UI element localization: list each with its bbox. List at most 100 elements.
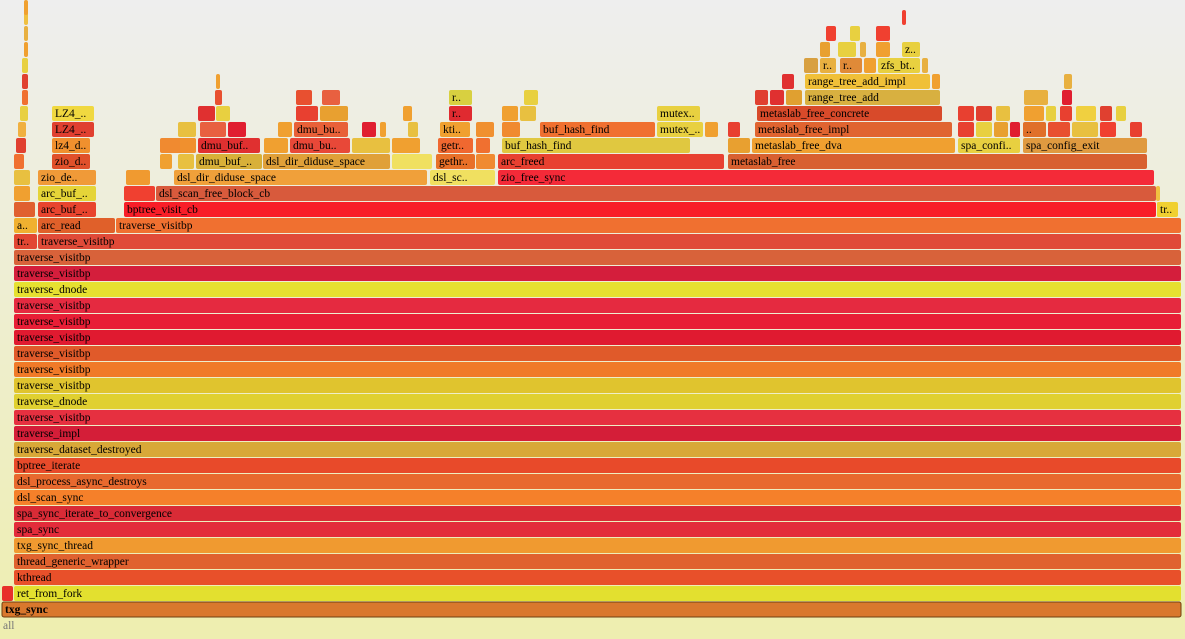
frame[interactable] bbox=[14, 522, 1181, 537]
frame[interactable] bbox=[502, 122, 520, 137]
frame[interactable] bbox=[228, 122, 246, 137]
frame[interactable] bbox=[838, 42, 856, 57]
frame[interactable] bbox=[22, 74, 28, 89]
frame[interactable] bbox=[770, 90, 784, 105]
frame[interactable] bbox=[20, 106, 28, 121]
frame[interactable] bbox=[216, 74, 220, 89]
frame[interactable] bbox=[178, 122, 196, 137]
frame[interactable] bbox=[18, 122, 26, 137]
frame[interactable] bbox=[380, 122, 386, 137]
frame[interactable] bbox=[1010, 122, 1020, 137]
frame[interactable] bbox=[264, 138, 288, 153]
frame[interactable] bbox=[1, 601, 1182, 618]
frame[interactable] bbox=[24, 26, 28, 41]
frame[interactable] bbox=[430, 170, 495, 185]
frame[interactable] bbox=[322, 90, 340, 105]
frame[interactable] bbox=[728, 138, 750, 153]
frame[interactable] bbox=[14, 538, 1181, 553]
frame[interactable] bbox=[1116, 106, 1126, 121]
frame[interactable] bbox=[24, 42, 28, 57]
frame[interactable] bbox=[657, 106, 700, 121]
frame[interactable] bbox=[449, 106, 472, 121]
frame[interactable] bbox=[38, 218, 115, 233]
frame[interactable] bbox=[14, 506, 1181, 521]
frame[interactable] bbox=[705, 122, 718, 137]
frame[interactable] bbox=[14, 474, 1181, 489]
frame[interactable] bbox=[805, 90, 940, 105]
frame[interactable] bbox=[160, 154, 172, 169]
frame[interactable] bbox=[755, 90, 768, 105]
frame[interactable] bbox=[14, 202, 35, 217]
frame[interactable] bbox=[14, 266, 1181, 281]
frame[interactable] bbox=[449, 90, 472, 105]
frame[interactable] bbox=[14, 426, 1181, 441]
frame[interactable] bbox=[1130, 122, 1142, 137]
frame[interactable] bbox=[14, 314, 1181, 329]
frame[interactable] bbox=[1062, 90, 1072, 105]
frame[interactable] bbox=[1072, 122, 1098, 137]
frame[interactable] bbox=[498, 154, 724, 169]
frame[interactable] bbox=[126, 170, 150, 185]
frame[interactable] bbox=[52, 106, 94, 121]
frame[interactable] bbox=[804, 58, 818, 73]
frame[interactable] bbox=[850, 26, 860, 41]
frame[interactable] bbox=[403, 106, 412, 121]
frame[interactable] bbox=[1064, 74, 1072, 89]
frame[interactable] bbox=[476, 154, 495, 169]
frame[interactable] bbox=[976, 106, 992, 121]
frame[interactable] bbox=[436, 154, 475, 169]
frame[interactable] bbox=[14, 154, 24, 169]
frame[interactable] bbox=[278, 122, 292, 137]
frame[interactable] bbox=[22, 90, 28, 105]
frame[interactable] bbox=[215, 90, 222, 105]
frame[interactable] bbox=[540, 122, 655, 137]
frame[interactable] bbox=[296, 106, 318, 121]
frame[interactable] bbox=[198, 138, 260, 153]
frame[interactable] bbox=[1023, 138, 1147, 153]
frame[interactable] bbox=[902, 42, 920, 57]
frame[interactable] bbox=[408, 122, 418, 137]
frame[interactable] bbox=[180, 138, 196, 153]
frame[interactable] bbox=[294, 122, 348, 137]
frame[interactable] bbox=[14, 186, 30, 201]
frame[interactable] bbox=[14, 554, 1181, 569]
frame[interactable] bbox=[0, 618, 1185, 633]
frame[interactable] bbox=[124, 186, 155, 201]
frame[interactable] bbox=[1046, 106, 1056, 121]
frame[interactable] bbox=[14, 346, 1181, 361]
frame[interactable] bbox=[876, 42, 890, 57]
frame[interactable] bbox=[2, 586, 13, 601]
frame[interactable] bbox=[38, 234, 1181, 249]
frame[interactable] bbox=[958, 122, 974, 137]
frame[interactable] bbox=[14, 170, 30, 185]
frame[interactable] bbox=[826, 26, 836, 41]
frame[interactable] bbox=[196, 154, 262, 169]
frame[interactable] bbox=[1024, 106, 1044, 121]
frame[interactable] bbox=[156, 186, 1156, 201]
frame[interactable] bbox=[14, 362, 1181, 377]
frame[interactable] bbox=[820, 58, 836, 73]
frame[interactable] bbox=[14, 378, 1181, 393]
frame[interactable] bbox=[1048, 122, 1070, 137]
frame[interactable] bbox=[22, 58, 28, 73]
frame[interactable] bbox=[1076, 106, 1096, 121]
frame[interactable] bbox=[922, 58, 928, 73]
frame[interactable] bbox=[805, 74, 930, 89]
frame[interactable] bbox=[876, 26, 890, 41]
frame[interactable] bbox=[290, 138, 350, 153]
frame[interactable] bbox=[524, 90, 538, 105]
frame[interactable] bbox=[438, 138, 473, 153]
frame[interactable] bbox=[502, 138, 690, 153]
frame[interactable] bbox=[263, 154, 390, 169]
frame[interactable] bbox=[1100, 106, 1112, 121]
frame[interactable] bbox=[976, 122, 992, 137]
frame[interactable] bbox=[498, 170, 1154, 185]
frame[interactable] bbox=[392, 154, 432, 169]
frame[interactable] bbox=[728, 122, 740, 137]
frame[interactable] bbox=[902, 10, 906, 25]
frame[interactable] bbox=[1060, 106, 1072, 121]
frame[interactable] bbox=[878, 58, 920, 73]
frame[interactable] bbox=[320, 106, 348, 121]
frame[interactable] bbox=[1100, 122, 1116, 137]
frame[interactable] bbox=[174, 170, 427, 185]
